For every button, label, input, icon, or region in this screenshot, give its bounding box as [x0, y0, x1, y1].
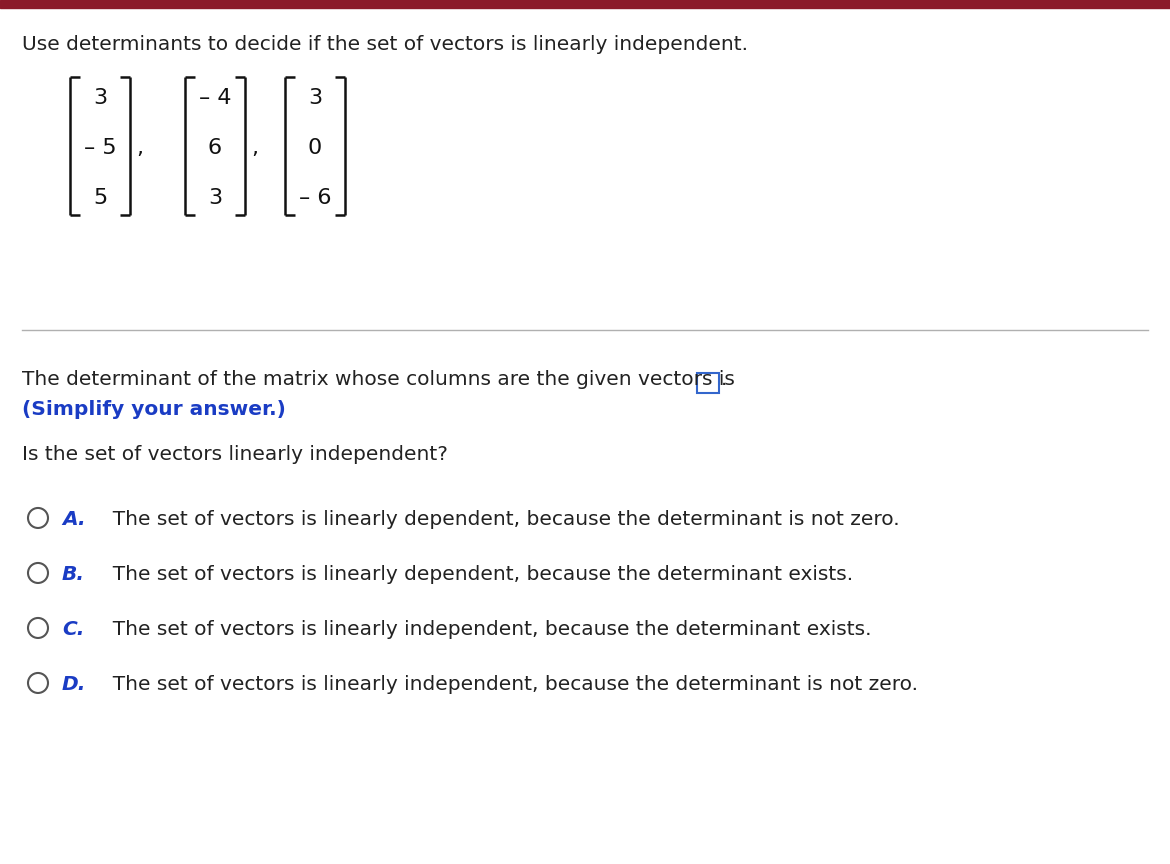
Text: 6: 6: [208, 137, 222, 157]
Text: – 5: – 5: [84, 137, 116, 157]
Text: ,: ,: [136, 137, 143, 157]
Text: The set of vectors is linearly independent, because the determinant exists.: The set of vectors is linearly independe…: [99, 620, 872, 639]
Text: 3: 3: [308, 87, 322, 107]
Bar: [697, 373, 720, 393]
Circle shape: [28, 563, 48, 583]
Text: D.: D.: [62, 675, 87, 694]
Text: Is the set of vectors linearly independent?: Is the set of vectors linearly independe…: [22, 445, 448, 464]
Text: ,: ,: [252, 137, 259, 157]
Text: (Simplify your answer.): (Simplify your answer.): [22, 400, 285, 419]
Circle shape: [28, 673, 48, 693]
Text: Use determinants to decide if the set of vectors is linearly independent.: Use determinants to decide if the set of…: [22, 35, 748, 54]
Text: 5: 5: [92, 187, 108, 207]
Text: – 6: – 6: [298, 187, 331, 207]
Text: .: .: [721, 370, 728, 389]
Text: The determinant of the matrix whose columns are the given vectors is: The determinant of the matrix whose colu…: [22, 370, 735, 389]
Text: The set of vectors is linearly dependent, because the determinant is not zero.: The set of vectors is linearly dependent…: [99, 510, 900, 529]
Text: – 4: – 4: [199, 87, 232, 107]
Text: C.: C.: [62, 620, 84, 639]
Bar: [0, 0, 1170, 8]
Text: 3: 3: [92, 87, 108, 107]
Text: 3: 3: [208, 187, 222, 207]
Circle shape: [28, 618, 48, 638]
Text: The set of vectors is linearly dependent, because the determinant exists.: The set of vectors is linearly dependent…: [99, 565, 853, 584]
Text: 0: 0: [308, 137, 322, 157]
Text: A.: A.: [62, 510, 85, 529]
Text: The set of vectors is linearly independent, because the determinant is not zero.: The set of vectors is linearly independe…: [99, 675, 918, 694]
Circle shape: [28, 508, 48, 528]
Text: B.: B.: [62, 565, 85, 584]
